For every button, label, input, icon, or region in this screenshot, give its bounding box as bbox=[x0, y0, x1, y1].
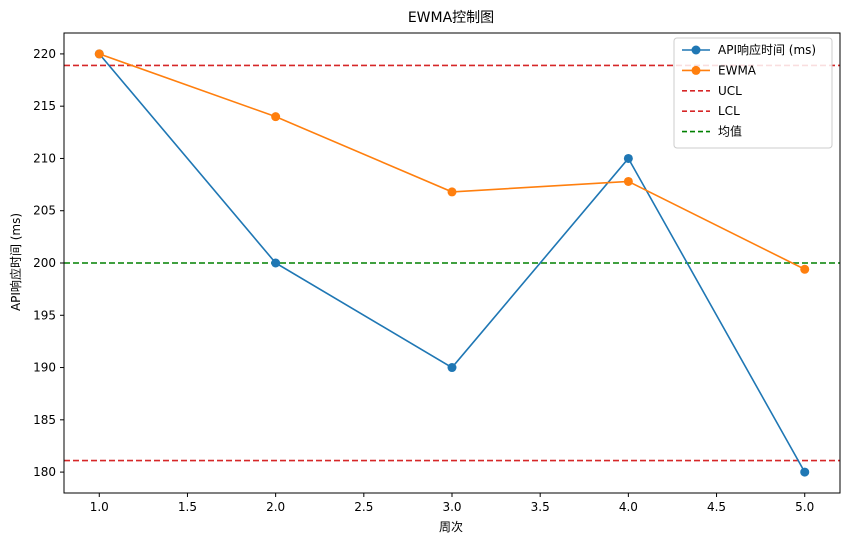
legend-label-1: API响应时间 (ms) bbox=[718, 42, 816, 57]
y-tick-label: 180 bbox=[33, 465, 56, 479]
chart-title: EWMA控制图 bbox=[408, 10, 494, 26]
legend-label-4: LCL bbox=[718, 104, 740, 118]
series-2-point bbox=[623, 176, 633, 186]
y-tick-label: 205 bbox=[33, 204, 56, 218]
legend-label-3: UCL bbox=[718, 84, 742, 98]
x-tick-label: 2.0 bbox=[266, 500, 285, 514]
x-tick-label: 4.5 bbox=[707, 500, 726, 514]
series-1-point bbox=[800, 467, 810, 477]
y-tick-label: 190 bbox=[33, 361, 56, 375]
y-tick-label: 185 bbox=[33, 413, 56, 427]
series-2-point bbox=[447, 187, 457, 197]
legend-label-2: EWMA bbox=[718, 63, 757, 77]
y-axis-label: API响应时间 (ms) bbox=[8, 213, 23, 311]
y-tick-label: 220 bbox=[33, 47, 56, 61]
x-tick-label: 5.0 bbox=[795, 500, 814, 514]
series-1-point bbox=[447, 363, 457, 373]
x-tick-label: 1.0 bbox=[90, 500, 109, 514]
legend-label-5: 均值 bbox=[718, 124, 742, 139]
x-tick-label: 4.0 bbox=[619, 500, 638, 514]
legend: API响应时间 (ms) EWMA UCL LCL 均值 bbox=[673, 37, 833, 149]
y-tick-label: 210 bbox=[33, 151, 56, 165]
x-tick-label: 3.5 bbox=[531, 500, 550, 514]
legend-marker-1 bbox=[691, 45, 701, 55]
plot-area: 1.0 1.5 2.0 2.5 3.0 3.5 4.0 4.5 5.0 180 185 190 195 2… bbox=[33, 32, 841, 514]
x-tick-label: 1.5 bbox=[178, 500, 197, 514]
legend-marker-2 bbox=[691, 65, 701, 75]
legend-box bbox=[673, 37, 833, 149]
series-1-point bbox=[271, 258, 281, 268]
series-2-point bbox=[800, 264, 810, 274]
series-2-point bbox=[94, 49, 104, 59]
x-tick-label: 3.0 bbox=[442, 500, 461, 514]
series-1-point bbox=[623, 153, 633, 163]
series-2-point bbox=[271, 112, 281, 122]
y-tick-label: 195 bbox=[33, 308, 56, 322]
y-tick-label: 215 bbox=[33, 99, 56, 113]
x-tick-label: 2.5 bbox=[354, 500, 373, 514]
y-tick-label: 200 bbox=[33, 256, 56, 270]
x-axis-label: 周次 bbox=[439, 520, 463, 534]
